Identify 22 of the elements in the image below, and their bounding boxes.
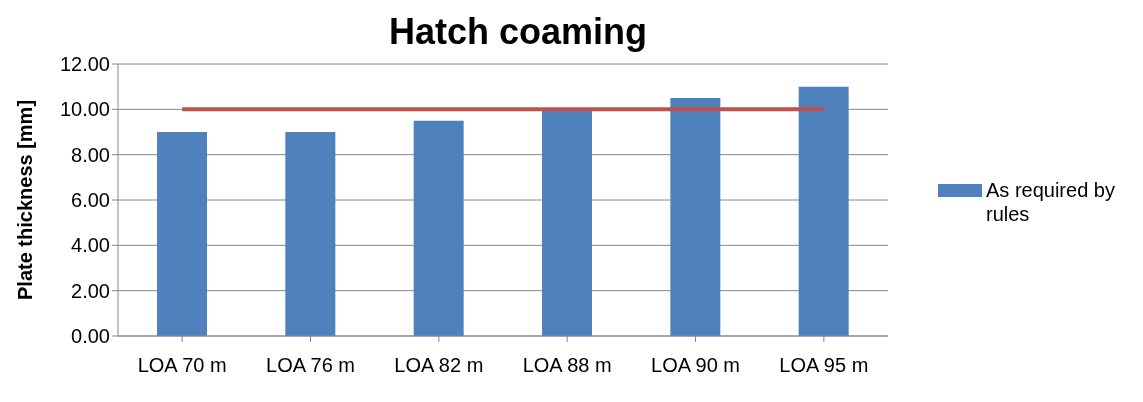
x-tick-label: LOA 70 m	[137, 354, 227, 377]
x-tick-label: LOA 88 m	[522, 354, 612, 377]
y-tick-label: 10.00	[59, 98, 110, 121]
bar	[670, 98, 721, 336]
y-tick-label: 0.00	[71, 325, 110, 348]
y-tick-label: 2.00	[71, 279, 110, 302]
x-tick-label: LOA 90 m	[651, 354, 740, 377]
bar	[285, 132, 336, 336]
y-tick-label: 8.00	[71, 143, 110, 166]
legend-label: As required by rules	[986, 178, 1116, 226]
x-tick-label: LOA 76 m	[266, 354, 355, 377]
chart-title: Hatch coaming	[388, 11, 648, 52]
y-tick-label: 4.00	[71, 234, 110, 257]
x-tick-label: LOA 95 m	[779, 354, 869, 377]
bar	[157, 132, 207, 336]
bar	[542, 109, 592, 336]
y-tick-label: 6.00	[71, 189, 110, 212]
bar	[413, 120, 464, 336]
y-tick-label: 12.00	[59, 53, 110, 76]
bar	[798, 86, 849, 336]
y-axis-title: Plate thickness [mm]	[14, 99, 37, 300]
x-tick-label: LOA 82 m	[394, 354, 484, 377]
